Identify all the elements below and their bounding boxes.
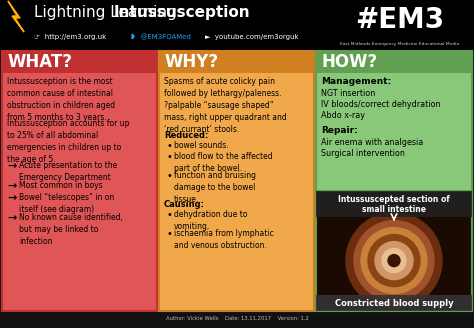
Circle shape [382,249,406,273]
Text: Intussusception accounts for up
to 25% of all abdominal
emergencies in children : Intussusception accounts for up to 25% o… [7,119,129,164]
Text: HOW?: HOW? [322,53,378,71]
FancyBboxPatch shape [316,191,472,311]
FancyBboxPatch shape [159,51,314,73]
Text: Lightning Learning:: Lightning Learning: [34,5,187,19]
Circle shape [375,242,413,279]
FancyBboxPatch shape [316,191,472,217]
Text: ?palpable “sausage shaped”
mass, right upper quadrant and
‘red currant’ stools.: ?palpable “sausage shaped” mass, right u… [164,101,287,134]
Text: •: • [167,152,173,162]
Circle shape [346,213,442,309]
Text: ischaemia from lymphatic
and venous obstruction.: ischaemia from lymphatic and venous obst… [174,229,274,250]
FancyBboxPatch shape [159,51,314,311]
Text: Spasms of acute colicky pain
followed by lethargy/paleness.: Spasms of acute colicky pain followed by… [164,77,282,98]
Text: Intussusception: Intussusception [114,5,251,19]
Text: •: • [167,171,173,181]
Polygon shape [8,1,24,32]
Text: Repair:: Repair: [321,126,358,135]
Text: Bowel “telescopes” in on
itself (see diagram): Bowel “telescopes” in on itself (see dia… [19,193,114,214]
FancyBboxPatch shape [316,51,472,73]
Text: WHY?: WHY? [165,53,219,71]
Text: ☞  http://em3.org.uk: ☞ http://em3.org.uk [34,34,106,40]
Text: WHAT?: WHAT? [8,53,73,71]
Circle shape [354,221,434,300]
Text: Intussusception is the most
common cause of intestinal
obstruction in children a: Intussusception is the most common cause… [7,77,115,122]
Text: function and bruising
damage to the bowel
tissue.: function and bruising damage to the bowe… [174,171,256,204]
Text: blood flow to the affected
part of the bowel.: blood flow to the affected part of the b… [174,152,273,173]
Text: bowel sounds.: bowel sounds. [174,141,228,150]
Text: Reduced:: Reduced: [164,131,209,140]
Text: ►  youtube.com/em3orguk: ► youtube.com/em3orguk [205,34,299,40]
Text: Causing:: Causing: [164,200,205,209]
Text: Management:: Management: [321,77,391,86]
FancyBboxPatch shape [2,51,157,311]
FancyBboxPatch shape [0,0,474,50]
Text: Author: Vickie Wells    Date: 13.11.2017    Version: 1.2: Author: Vickie Wells Date: 13.11.2017 Ve… [165,317,309,321]
Text: →: → [7,181,17,191]
Text: •: • [167,229,173,239]
Text: Air enema with analgesia: Air enema with analgesia [321,138,423,147]
Circle shape [361,228,427,294]
Text: IV bloods/correct dehydration: IV bloods/correct dehydration [321,100,440,109]
Text: dehydration due to
vomiting.: dehydration due to vomiting. [174,210,247,231]
Circle shape [388,255,400,267]
Text: →: → [7,161,17,171]
Text: small intestine: small intestine [362,204,426,214]
Text: Surgical intervention: Surgical intervention [321,149,405,158]
Text: No known cause identified,
but may be linked to
infection: No known cause identified, but may be li… [19,213,123,246]
Text: →: → [7,193,17,203]
Text: Abdo x-ray: Abdo x-ray [321,111,365,120]
Text: Acute presentation to the
Emergency Department: Acute presentation to the Emergency Depa… [19,161,117,182]
Text: NGT insertion: NGT insertion [321,89,375,98]
Text: East Midlands Emergency Medicine Educational Media: East Midlands Emergency Medicine Educati… [340,42,460,46]
Circle shape [368,235,420,287]
Text: →: → [7,213,17,223]
FancyBboxPatch shape [316,295,472,311]
Text: ❥  @EM3FOAMed: ❥ @EM3FOAMed [130,34,191,40]
FancyBboxPatch shape [316,51,472,191]
Text: •: • [167,210,173,220]
Text: •: • [167,141,173,151]
Text: Constricted blood supply: Constricted blood supply [335,298,453,308]
Text: Intussuscepted section of: Intussuscepted section of [338,195,450,204]
FancyBboxPatch shape [2,51,157,73]
Text: Most common in boys: Most common in boys [19,181,103,190]
Text: #EM3: #EM3 [356,6,445,34]
